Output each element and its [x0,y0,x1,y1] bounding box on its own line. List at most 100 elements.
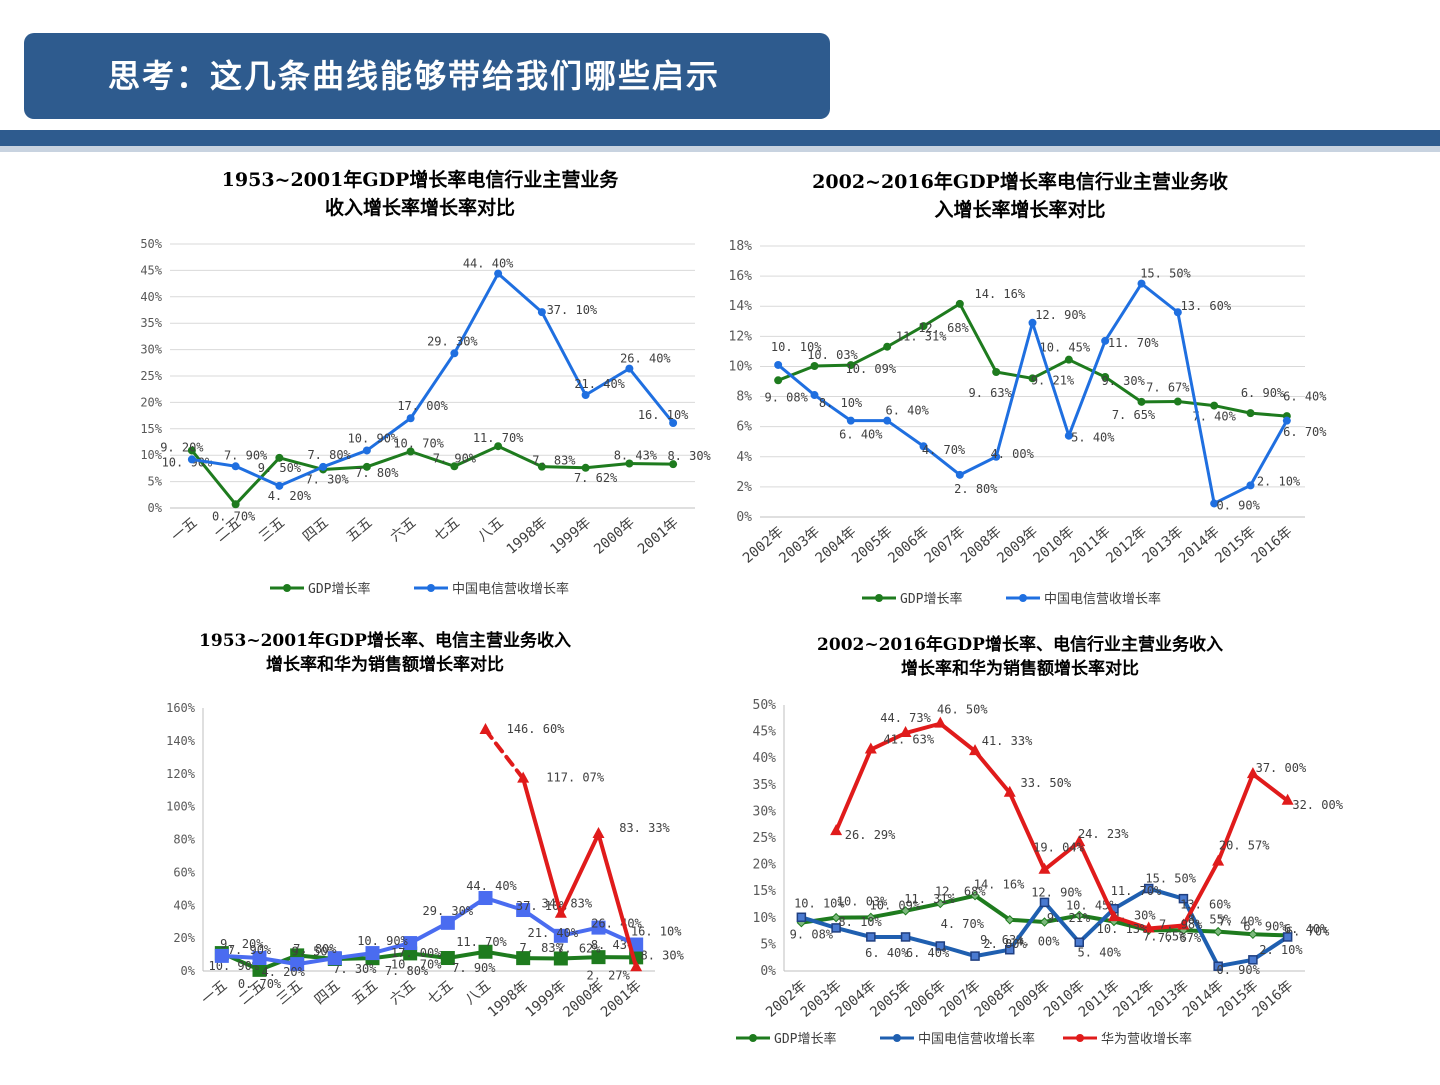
data-label: 10. 13% [1097,922,1148,936]
data-label: 0. 70% [212,509,256,523]
data-label: 21. 40% [574,377,625,391]
data-label: 0. 90% [1216,963,1260,977]
data-point [1214,928,1222,936]
x-tick-label: 2011年 [1067,524,1114,567]
y-tick-label: 15% [140,422,162,436]
data-label: 5. 40% [1078,945,1122,959]
data-point [538,308,546,316]
y-tick-label: 40% [140,290,162,304]
y-tick-label: 40% [173,898,195,912]
data-point [956,300,964,308]
data-label: 26. 40% [620,352,671,366]
data-label: 12. 90% [1031,885,1082,899]
y-tick-label: 35% [140,316,162,330]
data-point [366,946,380,960]
x-tick-label: 2001年 [635,515,682,558]
y-tick-label: 120% [166,767,196,781]
data-label: 17. 00% [397,399,448,413]
data-label: 6. 90% [1241,386,1285,400]
y-tick-label: 140% [166,734,196,748]
series-line-segment [586,463,630,467]
data-point [883,417,891,425]
data-label: 12. 90% [1035,308,1086,322]
data-point [1283,417,1291,425]
y-tick-label: 2% [736,480,752,495]
data-point [1138,398,1146,406]
chart-2-svg: 0%2%4%6%8%10%12%14%16%18%2002年2003年2004年… [720,160,1440,620]
data-point [1174,398,1182,406]
data-label: 29. 30% [427,334,478,348]
data-label: 9. 50% [258,461,302,475]
data-point [934,717,946,728]
data-label: 44. 73% [880,711,931,725]
legend-marker [893,1034,901,1042]
series-line-segment [960,304,996,372]
data-point [811,391,819,399]
y-tick-label: 4% [736,450,752,465]
x-tick-label: 1998年 [485,978,532,1021]
x-tick-label: 2004年 [813,524,860,567]
data-label: 34. 83% [542,897,593,911]
series-line-segment [836,928,871,937]
x-tick-label: 1999年 [523,978,570,1021]
data-label: 4. 00% [990,447,1034,461]
data-label: 16. 10% [631,925,682,939]
data-label: 146. 60% [507,722,566,736]
data-label: 10. 10% [771,340,822,354]
data-label: 6. 40% [1284,922,1328,936]
legend-label: 中国电信营收增长率 [1044,591,1161,607]
chart-1-panel: 1953~2001年GDP增长率电信行业主营业务 收入增长率增长率对比 0%5%… [0,160,720,620]
data-label: 37. 10% [547,303,598,317]
x-tick-label: 四五 [312,978,344,1008]
data-point [1247,481,1255,489]
data-point [593,827,605,838]
chart-3-panel: 1953~2001年GDP增长率、电信主营业务收入 增长率和华为销售额增长率对比… [0,625,720,1080]
data-point [1247,409,1255,417]
y-tick-label: 12% [729,329,753,344]
series-line-segment [486,730,524,779]
data-label: 7. 80% [293,942,337,956]
legend-marker [875,594,883,602]
y-tick-label: 10% [753,911,777,926]
data-label: 8. 10% [819,396,863,410]
data-label: 7. 83% [532,454,576,468]
data-label: 6. 40% [865,946,909,960]
y-tick-label: 35% [753,778,777,793]
data-label: 11. 70% [1108,336,1159,350]
y-tick-label: 5% [760,937,776,952]
x-tick-label: 六五 [387,515,419,545]
y-tick-label: 160% [166,701,196,715]
data-label: 41. 63% [884,733,935,747]
data-point [1065,356,1073,364]
series-line-segment [1142,284,1178,313]
y-tick-label: 50% [140,237,162,251]
data-label: 7. 67% [1158,931,1202,945]
chart-1-svg: 0%5%10%15%20%25%30%35%40%45%50%一五二五三五四五五… [0,160,720,620]
data-point [215,949,229,963]
series-line-segment [1178,312,1214,503]
x-tick-label: 2015年 [1212,524,1259,567]
data-point [883,343,891,351]
chart-4-panel: 2002~2016年GDP增长率、电信行业主营业务收入 增长率和华为销售额增长率… [720,625,1440,1080]
y-tick-label: 15% [753,884,777,899]
y-tick-label: 60% [173,865,195,879]
x-tick-label: 2001年 [598,978,645,1021]
data-label: 7. 80% [307,448,351,462]
data-point [407,414,415,422]
data-label: 17. 00% [391,946,442,960]
data-point [774,361,782,369]
data-point [1138,280,1146,288]
data-point [811,362,819,370]
data-point [971,952,979,960]
data-label: 7. 67% [1146,381,1190,395]
data-label: 7. 62% [574,471,618,485]
data-label: 13. 60% [1181,299,1232,313]
series-line-segment [1105,284,1141,341]
data-label: 9. 08% [764,390,808,404]
data-label: 117. 07% [546,771,605,785]
data-label: 0. 90% [1216,498,1260,512]
data-label: 7. 90% [228,943,272,957]
series-line-segment [1069,360,1105,377]
data-label: 24. 23% [1078,827,1129,841]
data-label: 7. 30% [305,472,349,486]
